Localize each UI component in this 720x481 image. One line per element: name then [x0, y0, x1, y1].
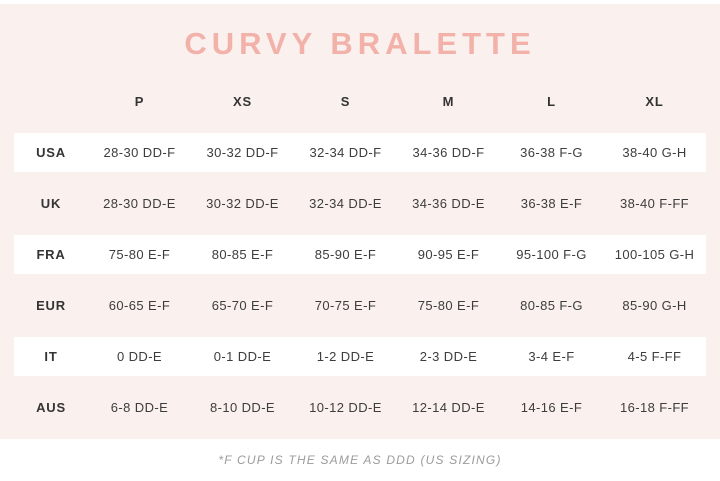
- size-cell: 34-36 DD-E: [412, 196, 485, 211]
- table-row-eur: EUR 60-65 E-F 65-70 E-F 70-75 E-F 75-80 E-F 8…: [14, 280, 706, 331]
- size-cell: 14-16 E-F: [520, 400, 583, 415]
- size-cell: 2-3 DD-E: [419, 349, 478, 364]
- size-cell: 100-105 G-H: [614, 247, 695, 262]
- column-header-s: S: [340, 93, 351, 109]
- page-title: CURVY BRALETTE: [184, 26, 536, 61]
- row-label: AUS: [36, 400, 66, 415]
- size-cell: 85-90 G-H: [622, 298, 687, 313]
- row-label: EUR: [36, 298, 66, 313]
- size-cell: 75-80 E-F: [108, 247, 171, 262]
- size-cell: 10-12 DD-E: [309, 400, 382, 415]
- size-cell: 34-36 DD-F: [412, 145, 485, 160]
- top-strip: [0, 0, 720, 4]
- size-cell: 70-75 E-F: [314, 298, 377, 313]
- size-cell: 28-30 DD-E: [103, 196, 176, 211]
- column-header-p: P: [134, 93, 145, 109]
- row-label: IT: [44, 349, 58, 364]
- size-header-row: P XS S M L XL: [14, 93, 706, 109]
- size-cell: 36-38 E-F: [520, 196, 583, 211]
- size-cell: 28-30 DD-F: [103, 145, 176, 160]
- size-cell: 60-65 E-F: [108, 298, 171, 313]
- table-row-uk: UK 28-30 DD-E 30-32 DD-E 32-34 DD-E 34-36 DD…: [14, 178, 706, 229]
- size-cell: 65-70 E-F: [211, 298, 274, 313]
- size-cell: 0-1 DD-E: [213, 349, 272, 364]
- size-cell: 32-34 DD-F: [309, 145, 382, 160]
- size-cell: 16-18 F-FF: [619, 400, 689, 415]
- table-row-it: IT 0 DD-E 0-1 DD-E 1-2 DD-E 2-3 DD-E 3-4 E-F 4…: [14, 331, 706, 382]
- size-cell: 38-40 G-H: [622, 145, 687, 160]
- column-header-xs: XS: [233, 93, 252, 109]
- size-table: USA 28-30 DD-F 30-32 DD-F 32-34 DD-F 34-36 D…: [14, 127, 706, 433]
- size-cell: 75-80 E-F: [417, 298, 480, 313]
- size-cell: 95-100 F-G: [516, 247, 587, 262]
- size-cell: 90-95 E-F: [417, 247, 480, 262]
- size-cell: 4-5 F-FF: [627, 349, 682, 364]
- size-cell: 3-4 E-F: [528, 349, 575, 364]
- row-label: FRA: [36, 247, 66, 262]
- table-row-usa: USA 28-30 DD-F 30-32 DD-F 32-34 DD-F 34-36 D…: [14, 127, 706, 178]
- size-cell: 80-85 E-F: [211, 247, 274, 262]
- size-cell: 6-8 DD-E: [110, 400, 169, 415]
- size-cell: 80-85 F-G: [520, 298, 583, 313]
- column-header-m: M: [442, 93, 455, 109]
- size-cell: 0 DD-E: [116, 349, 163, 364]
- size-cell: 85-90 E-F: [314, 247, 377, 262]
- size-cell: 30-32 DD-E: [206, 196, 279, 211]
- size-cell: 38-40 F-FF: [619, 196, 689, 211]
- size-cell: 1-2 DD-E: [316, 349, 375, 364]
- size-cell: 36-38 F-G: [520, 145, 583, 160]
- footnote: *F CUP IS THE SAME AS DDD (US SIZING): [0, 439, 720, 481]
- row-label: USA: [36, 145, 66, 160]
- row-label: UK: [40, 196, 62, 211]
- size-cell: 12-14 DD-E: [412, 400, 485, 415]
- size-cell: 30-32 DD-F: [206, 145, 279, 160]
- column-header-l: L: [547, 93, 556, 109]
- column-header-xl: XL: [645, 93, 664, 109]
- size-cell: 8-10 DD-E: [209, 400, 275, 415]
- table-row-fra: FRA 75-80 E-F 80-85 E-F 85-90 E-F 90-95 E-F 9…: [14, 229, 706, 280]
- size-cell: 32-34 DD-E: [309, 196, 382, 211]
- table-row-aus: AUS 6-8 DD-E 8-10 DD-E 10-12 DD-E 12-14 DD-E…: [14, 382, 706, 433]
